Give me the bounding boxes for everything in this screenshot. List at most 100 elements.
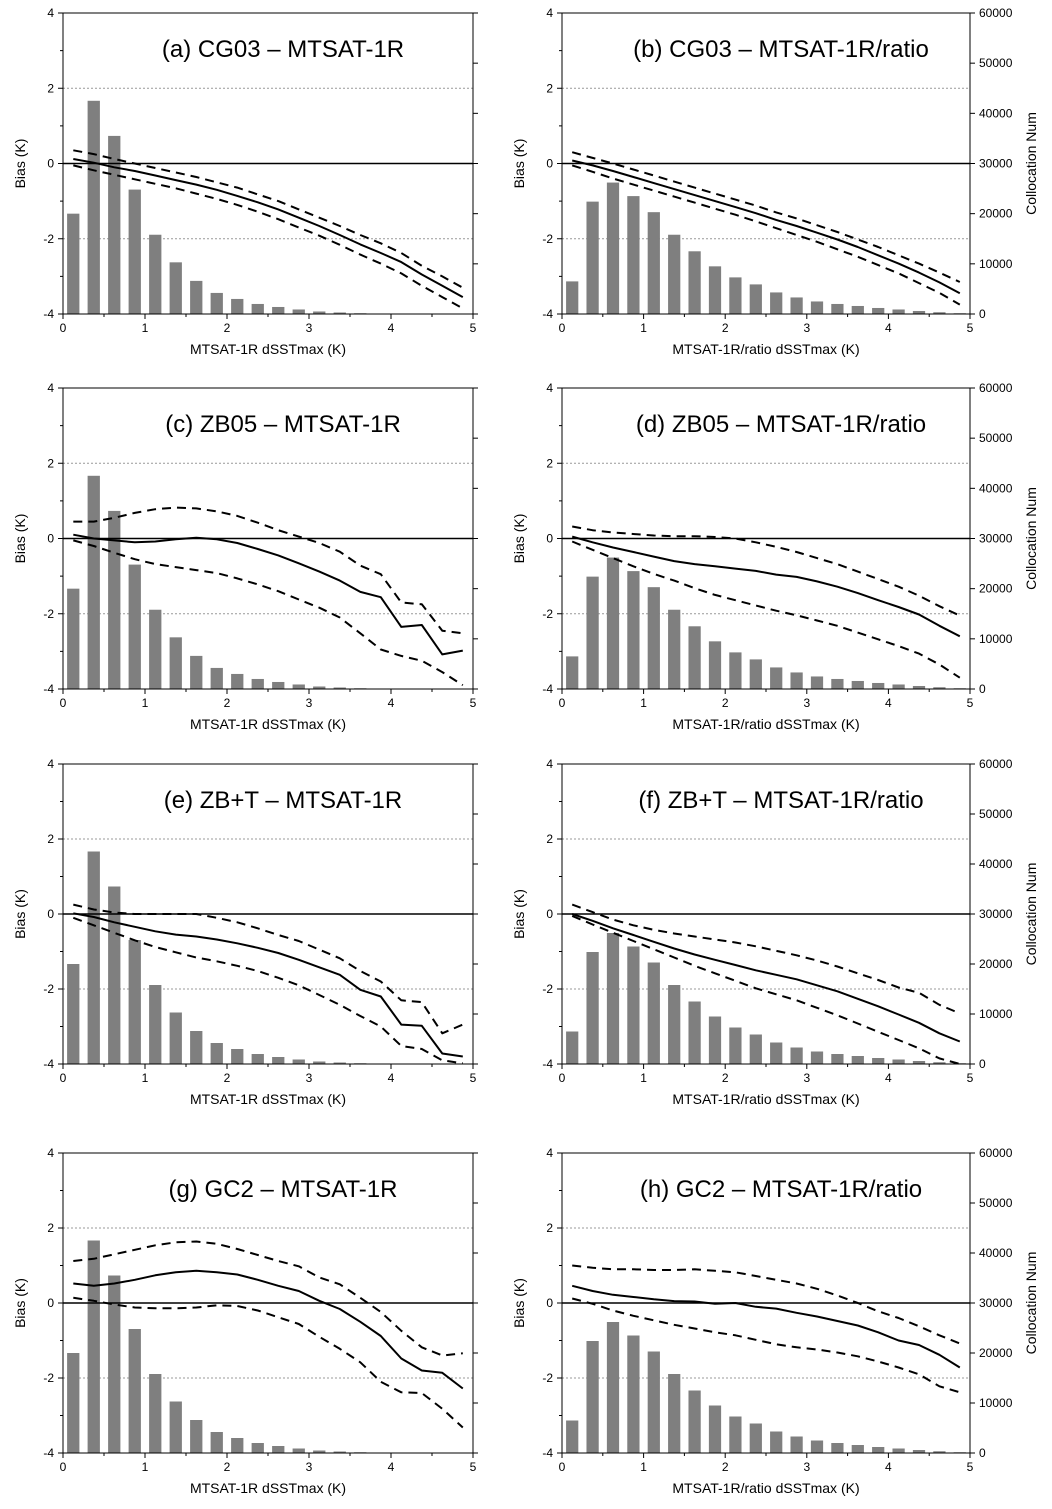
histogram-bar [668, 1374, 681, 1453]
x-tick-label: 0 [559, 1071, 566, 1085]
x-tick-label: 2 [722, 321, 729, 335]
y2-tick-label: 60000 [979, 757, 1013, 771]
y2-tick-label: 40000 [979, 857, 1013, 871]
x-tick-label: 3 [306, 321, 313, 335]
x-tick-label: 0 [60, 1460, 67, 1474]
x-tick-label: 0 [60, 1071, 67, 1085]
histogram-bar [770, 1431, 783, 1453]
histogram-bar [872, 307, 885, 314]
y2-tick-label: 0 [979, 307, 986, 321]
x-tick-label: 3 [803, 696, 810, 710]
histogram-bar [67, 588, 80, 689]
histogram-bar [606, 933, 620, 1064]
y2-tick-label: 0 [979, 1446, 986, 1460]
histogram-bar [333, 687, 346, 689]
x-tick-label: 3 [803, 1071, 810, 1085]
histogram-bar [169, 637, 182, 689]
histogram-bar [210, 292, 223, 314]
histogram-bar [128, 1329, 141, 1453]
histogram-bar [87, 1240, 100, 1453]
histogram-bar [708, 1016, 722, 1064]
histogram-bar [729, 1416, 742, 1453]
histogram-bar [333, 1451, 346, 1453]
dashed-bound-line [73, 903, 464, 1035]
y-tick-label: -2 [43, 607, 54, 621]
y2-tick-label: 50000 [979, 431, 1013, 445]
x-tick-label: 1 [142, 1071, 149, 1085]
y2-tick-label: 0 [979, 682, 986, 696]
histogram-bar [810, 301, 824, 314]
histogram-bar [729, 277, 742, 314]
x-tick-label: 1 [640, 696, 647, 710]
y2-tick-label: 20000 [979, 582, 1013, 596]
histogram-bar [108, 510, 121, 689]
mean-bias-line [571, 159, 961, 295]
x-tick-label: 5 [967, 1071, 974, 1085]
x-tick-label: 1 [640, 321, 647, 335]
histogram-bar [912, 685, 926, 689]
y-tick-label: 2 [47, 1221, 54, 1235]
histogram-bar [190, 1031, 203, 1064]
histogram-bar [606, 557, 620, 689]
x-tick-label: 5 [470, 1460, 477, 1474]
x-tick-label: 4 [388, 1460, 395, 1474]
y-tick-label: 0 [47, 907, 54, 921]
mean-bias-line [571, 913, 961, 1043]
dashed-bound-line [73, 164, 464, 310]
y-tick-label: -2 [43, 232, 54, 246]
y-axis-title: Bias (K) [12, 139, 28, 189]
histogram-bar [851, 1445, 864, 1453]
histogram-bar [831, 303, 844, 314]
dashed-bound-line [73, 539, 464, 687]
x-tick-label: 1 [640, 1460, 647, 1474]
histogram-bar [128, 940, 141, 1064]
histogram-bar [272, 1446, 285, 1453]
histogram-bar [149, 234, 162, 314]
histogram-bar [790, 1047, 803, 1064]
y2-tick-label: 30000 [979, 532, 1013, 546]
y2-tick-label: 50000 [979, 807, 1013, 821]
y-tick-label: 0 [546, 907, 553, 921]
histogram-bar [231, 1049, 244, 1064]
y2-tick-label: 50000 [979, 1196, 1013, 1210]
histogram-bar [210, 667, 223, 689]
histogram-bar [586, 576, 599, 689]
histogram-bar [566, 1031, 579, 1064]
x-tick-label: 4 [388, 1071, 395, 1085]
histogram-bar [708, 1405, 722, 1453]
histogram-bar [272, 681, 285, 689]
histogram-bar [108, 1275, 121, 1453]
y2-tick-label: 30000 [979, 907, 1013, 921]
x-tick-label: 2 [224, 1071, 231, 1085]
x-tick-label: 2 [224, 321, 231, 335]
histogram-bar [292, 1448, 305, 1453]
histogram-bar [251, 678, 264, 689]
histogram-bar [708, 641, 722, 689]
y-tick-label: 2 [47, 832, 54, 846]
histogram-bar [912, 1061, 926, 1064]
y2-axis-title: Collocation Num [1023, 112, 1039, 215]
histogram-bar [688, 251, 701, 314]
y2-tick-label: 10000 [979, 1007, 1013, 1021]
y-tick-label: 4 [546, 757, 553, 771]
histogram-bar [810, 1051, 824, 1064]
x-tick-label: 0 [559, 1460, 566, 1474]
histogram-bar [169, 1012, 182, 1064]
histogram-bar [128, 189, 141, 314]
histogram-bar [251, 1443, 264, 1453]
histogram-bar [933, 687, 946, 689]
dashed-bound-line [572, 525, 961, 617]
y2-tick-label: 0 [979, 1057, 986, 1071]
histogram-bar [333, 1062, 346, 1064]
y-tick-label: -4 [43, 1446, 54, 1460]
panel-title: (c) ZB05 – MTSAT-1R [165, 411, 401, 438]
panel-title: (g) GC2 – MTSAT-1R [169, 1176, 398, 1203]
y-axis-title: Bias (K) [12, 1278, 28, 1328]
histogram-bar [831, 1054, 844, 1064]
histogram-bar [647, 962, 660, 1064]
x-tick-label: 1 [142, 321, 149, 335]
y2-axis-title: Collocation Num [1023, 487, 1039, 590]
y-tick-label: -4 [43, 682, 54, 696]
histogram-bar [892, 1059, 905, 1064]
panel-title: (d) ZB05 – MTSAT-1R/ratio [636, 411, 926, 438]
